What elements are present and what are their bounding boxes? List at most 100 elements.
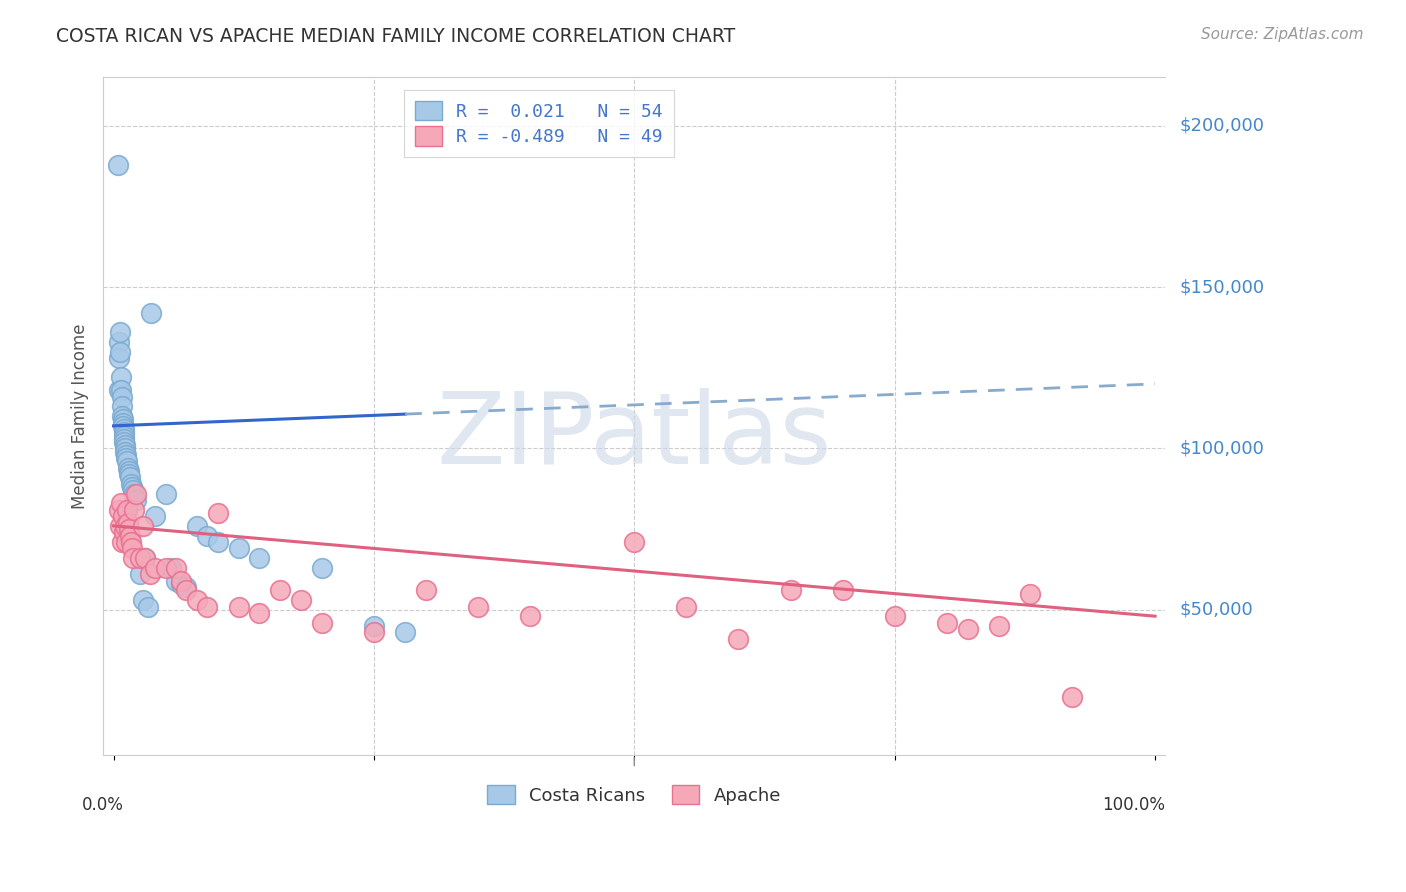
Point: [207, 535, 229, 549]
Point: [111, 412, 134, 426]
Point: [111, 400, 134, 414]
Point: [117, 516, 139, 530]
Point: [247, 606, 270, 620]
Point: [1060, 690, 1083, 704]
Text: 100.0%: 100.0%: [1102, 796, 1166, 814]
Point: [131, 593, 153, 607]
Point: [112, 428, 135, 442]
Point: [394, 625, 416, 640]
Point: [170, 574, 193, 588]
Point: [987, 619, 1010, 633]
Point: [128, 551, 150, 566]
Point: [143, 509, 166, 524]
Point: [176, 580, 198, 594]
Point: [111, 509, 134, 524]
Point: [111, 416, 134, 430]
Point: [134, 551, 156, 566]
Point: [134, 551, 156, 566]
Point: [675, 599, 697, 614]
Point: [107, 157, 129, 171]
Point: [122, 551, 145, 566]
Point: [112, 432, 135, 446]
Point: [779, 583, 801, 598]
Point: [122, 483, 145, 498]
Point: [186, 519, 208, 533]
Point: [114, 438, 136, 452]
Point: [108, 519, 131, 533]
Point: [112, 434, 135, 449]
Point: [155, 561, 177, 575]
Point: [165, 561, 187, 575]
Text: COSTA RICAN VS APACHE MEDIAN FAMILY INCOME CORRELATION CHART: COSTA RICAN VS APACHE MEDIAN FAMILY INCO…: [56, 27, 735, 45]
Point: [111, 390, 134, 404]
Point: [108, 344, 131, 359]
Point: [115, 448, 138, 462]
Point: [114, 442, 136, 456]
Point: [114, 444, 136, 458]
Point: [935, 615, 957, 630]
Text: $50,000: $50,000: [1180, 600, 1253, 619]
Point: [176, 583, 198, 598]
Point: [195, 599, 218, 614]
Point: [107, 334, 129, 349]
Point: [124, 486, 146, 500]
Text: ZIPatlas: ZIPatlas: [436, 388, 832, 485]
Point: [467, 599, 489, 614]
Point: [247, 551, 270, 566]
Point: [155, 486, 177, 500]
Point: [311, 561, 333, 575]
Point: [228, 599, 250, 614]
Point: [143, 561, 166, 575]
Point: [136, 599, 159, 614]
Point: [110, 384, 132, 398]
Point: [125, 493, 148, 508]
Point: [107, 384, 129, 398]
Point: [115, 502, 138, 516]
Point: [139, 306, 162, 320]
Point: [165, 574, 187, 588]
Text: $200,000: $200,000: [1180, 117, 1264, 135]
Point: [110, 370, 132, 384]
Point: [159, 561, 181, 575]
Point: [131, 519, 153, 533]
Point: [120, 470, 142, 484]
Point: [125, 486, 148, 500]
Point: [120, 528, 142, 542]
Point: [107, 502, 129, 516]
Point: [831, 583, 853, 598]
Point: [727, 632, 749, 646]
Point: [117, 460, 139, 475]
Point: [121, 480, 143, 494]
Point: [107, 351, 129, 365]
Point: [120, 477, 142, 491]
Point: [120, 535, 142, 549]
Point: [118, 464, 141, 478]
Point: [115, 535, 138, 549]
Point: [118, 467, 141, 482]
Point: [883, 609, 905, 624]
Point: [290, 593, 312, 607]
Point: [1019, 586, 1042, 600]
Point: [112, 425, 135, 440]
Point: [115, 502, 138, 516]
Text: 0.0%: 0.0%: [82, 796, 124, 814]
Point: [186, 593, 208, 607]
Point: [139, 567, 162, 582]
Text: Source: ZipAtlas.com: Source: ZipAtlas.com: [1201, 27, 1364, 42]
Point: [519, 609, 541, 624]
Point: [112, 525, 135, 540]
Point: [228, 541, 250, 556]
Point: [363, 619, 385, 633]
Point: [111, 535, 134, 549]
Point: [108, 326, 131, 340]
Point: [115, 454, 138, 468]
Point: [170, 577, 193, 591]
Point: [112, 422, 135, 436]
Point: [363, 625, 385, 640]
Point: [121, 541, 143, 556]
Point: [269, 583, 291, 598]
Point: [111, 409, 134, 424]
Point: [118, 522, 141, 536]
Point: [115, 451, 138, 466]
Legend: Costa Ricans, Apache: Costa Ricans, Apache: [478, 776, 790, 814]
